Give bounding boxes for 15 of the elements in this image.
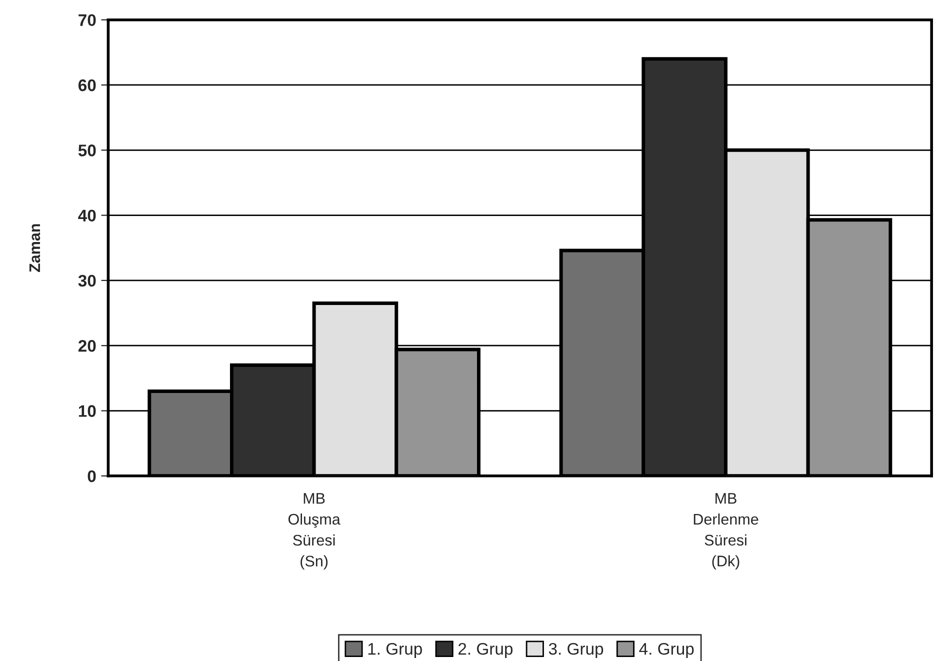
y-tick-label: 10 [78,405,96,417]
y-tick-label: 20 [78,340,96,352]
y-tick-label: 0 [88,470,96,482]
legend-label: 3. Grup [548,642,604,658]
y-tick-label: 70 [78,14,96,26]
legend-label: 4. Grup [639,642,694,658]
y-tick-label: 60 [78,79,96,92]
y-axis-title: Zaman [29,224,40,272]
legend-label: 2. Grup [458,642,513,658]
y-tick-label: 30 [78,274,96,287]
x-tick-label: MB Oluşma Süresi (Sn) [288,493,340,570]
y-tick-label: 50 [78,144,96,156]
legend-label: 1. Grup [368,642,422,658]
x-tick-label: MB Derlenme Süresi (Dk) [694,493,758,570]
y-tick-label: 40 [78,210,96,222]
